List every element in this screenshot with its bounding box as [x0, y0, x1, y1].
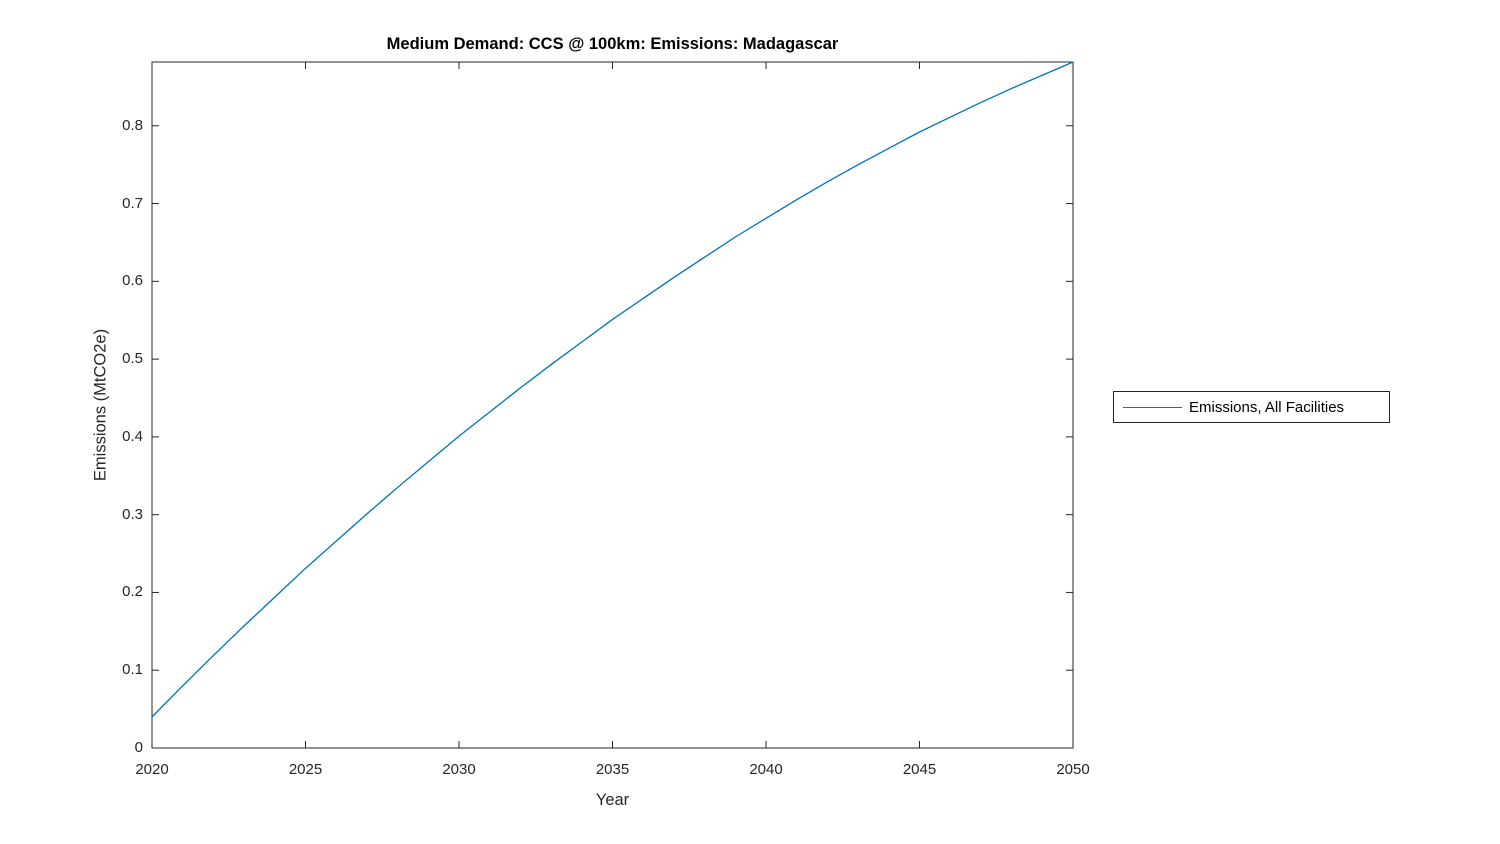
x-tick-label: 2040 [749, 761, 783, 778]
x-tick-label: 2030 [442, 761, 476, 778]
series-line [151, 61, 1074, 718]
x-tick-label: 2045 [902, 761, 937, 778]
y-tick-label: 0.7 [122, 194, 143, 212]
x-tick-label: 2020 [135, 761, 169, 778]
x-tick-label: 2050 [1056, 761, 1090, 778]
y-tick-label: 0.6 [122, 272, 143, 290]
y-tick-label: 0.4 [122, 427, 143, 445]
x-tick-label: 2035 [595, 761, 630, 778]
y-tick-label: 0.1 [122, 661, 143, 679]
y-tick-label: 0.2 [122, 583, 143, 601]
y-tick-label: 0.3 [122, 505, 143, 523]
y-tick-label: 0 [134, 739, 143, 756]
y-tick-label: 0.8 [122, 116, 143, 134]
legend: Emissions, All Facilities [1113, 391, 1390, 423]
x-tick-label: 2025 [288, 761, 323, 778]
x-axis-label: Year [595, 791, 630, 809]
y-tick-label: 0.5 [122, 350, 143, 368]
legend-line-sample-icon [1123, 406, 1182, 408]
chart-title: Medium Demand: CCS @ 100km: Emissions: M… [386, 35, 839, 53]
legend-entry-label: Emissions, All Facilities [1189, 398, 1345, 416]
